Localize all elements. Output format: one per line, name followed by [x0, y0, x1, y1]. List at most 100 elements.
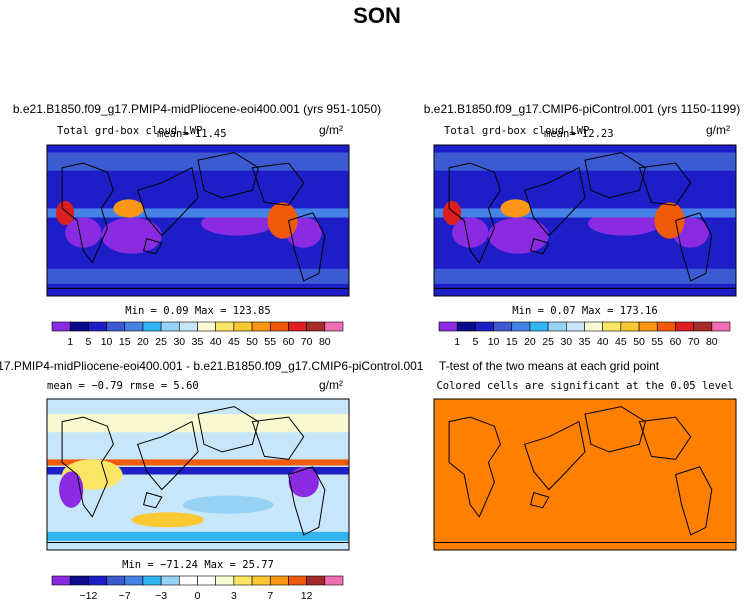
map-field	[47, 208, 349, 218]
map-field	[434, 268, 736, 284]
colorbar-label: 50	[246, 336, 258, 348]
coastline	[523, 166, 586, 237]
colorbar-box	[69, 321, 89, 332]
map-field	[47, 459, 349, 466]
colorbar-box	[638, 321, 658, 332]
map	[46, 144, 350, 297]
colorbar-box	[51, 575, 71, 586]
map-feature	[201, 211, 274, 236]
coastline	[142, 491, 163, 509]
colorbar-box	[324, 575, 344, 586]
colorbar-label: 55	[264, 336, 276, 348]
panel: T-test of the two means at each grid poi…	[433, 359, 737, 551]
colorbar-label: 20	[137, 336, 149, 348]
colorbar-label: 1	[67, 336, 73, 348]
colorbar-box	[306, 575, 326, 586]
coastline	[638, 162, 692, 206]
panel-stats: Min = 0.07 Max = 173.16	[512, 305, 657, 317]
colorbar-label: 10	[101, 336, 113, 348]
colorbar-box	[197, 321, 216, 332]
colorbar-box	[675, 321, 694, 332]
colorbar-label: 55	[651, 336, 663, 348]
colorbar-box	[288, 575, 307, 586]
map-field	[47, 531, 349, 541]
colorbar-box	[160, 321, 180, 332]
coastline	[448, 162, 501, 264]
panel-left-label: Total grd-box cloud LWP	[444, 125, 589, 137]
coastline	[523, 420, 586, 491]
colorbar-label: 30	[560, 336, 572, 348]
panel-center-label: mean= 11.45	[157, 128, 227, 140]
map-feature	[654, 202, 685, 239]
colorbar-box	[179, 321, 198, 332]
coastline	[288, 466, 326, 536]
map-field	[47, 268, 349, 284]
colorbar-label: 15	[119, 336, 131, 348]
colorbar-box	[547, 321, 567, 332]
map-feature	[113, 199, 144, 218]
panel: b.e21.B1850.f09_g17.PMIP4-midPliocene-eo…	[13, 102, 381, 348]
coastline	[61, 162, 114, 264]
panel-center-label: mean= 12.23	[544, 128, 614, 140]
map-feature	[56, 200, 75, 226]
colorbar-box	[106, 575, 126, 586]
map-frame	[46, 144, 350, 297]
coastline	[675, 466, 713, 536]
colorbar-label: 45	[615, 336, 627, 348]
colorbar-box	[88, 575, 107, 586]
panel-left-label: mean = −0.79 rmse = 5.60	[47, 380, 199, 392]
colorbar-box	[511, 321, 531, 332]
colorbar-box	[142, 575, 162, 586]
colorbar-box	[215, 575, 235, 586]
colorbar-label: 5	[85, 336, 91, 348]
colorbar-box	[306, 321, 326, 332]
colorbar-label: 70	[688, 336, 700, 348]
map-feature	[267, 202, 298, 239]
figure-title: SON	[353, 3, 401, 28]
panel-title: 09_g17.PMIP4-midPliocene-eoi400.001 - b.…	[0, 359, 424, 373]
panel-left-label: Total grd-box cloud LWP	[57, 125, 202, 137]
colorbar-label: −3	[155, 590, 167, 601]
colorbar-label: 80	[319, 336, 331, 348]
coastline	[61, 416, 114, 518]
panel-units: g/m²	[706, 123, 730, 137]
coastline	[251, 416, 305, 460]
colorbar-label: 80	[706, 336, 718, 348]
colorbar-box	[124, 321, 144, 332]
coastline	[638, 416, 692, 460]
colorbar-box	[142, 321, 162, 332]
coastline	[584, 152, 646, 199]
colorbar-box	[233, 321, 253, 332]
colorbar-label: 5	[472, 336, 478, 348]
colorbar-box	[456, 321, 476, 332]
map-field	[434, 208, 736, 218]
colorbar-box	[197, 575, 216, 586]
map-feature	[288, 466, 319, 498]
coastline	[529, 491, 550, 509]
map-feature	[500, 199, 531, 218]
map-frame	[433, 144, 737, 297]
colorbar-label: 7	[267, 590, 273, 601]
colorbar-box	[251, 575, 271, 586]
colorbar-label: −7	[119, 590, 131, 601]
colorbar-box	[269, 575, 289, 586]
map	[433, 398, 737, 551]
map-field	[47, 466, 349, 475]
panel-center-label: Colored cells are significant at the 0.0…	[436, 380, 733, 392]
colorbar-box	[584, 321, 603, 332]
colorbar-label: 15	[506, 336, 518, 348]
colorbar-box	[493, 321, 513, 332]
map-field	[434, 399, 736, 550]
map	[46, 398, 350, 551]
map-feature	[65, 217, 102, 248]
colorbar-label: 3	[231, 590, 237, 601]
map-frame	[46, 398, 350, 551]
colorbar-box	[438, 321, 458, 332]
colorbar-label: 20	[524, 336, 536, 348]
panel-units: g/m²	[319, 123, 343, 137]
map-feature	[101, 217, 162, 254]
panel: b.e21.B1850.f09_g17.CMIP6-piControl.001 …	[424, 102, 740, 348]
colorbar-box	[124, 575, 144, 586]
colorbar-label: 25	[542, 336, 554, 348]
